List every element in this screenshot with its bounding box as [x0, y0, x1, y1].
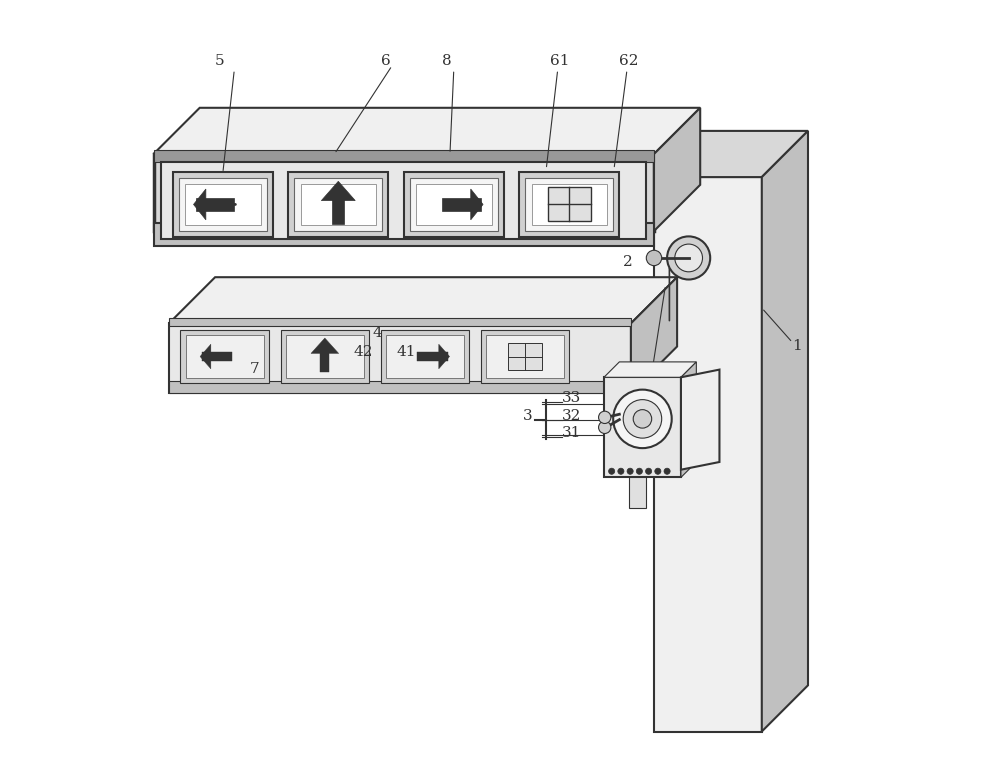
Bar [288, 172, 388, 237]
Circle shape [655, 468, 661, 474]
Bar [519, 172, 619, 237]
Text: 5: 5 [215, 55, 225, 69]
Bar [381, 330, 469, 383]
Text: 62: 62 [619, 55, 639, 69]
Bar [169, 318, 631, 326]
Circle shape [667, 236, 710, 280]
Circle shape [618, 468, 624, 474]
Text: 6: 6 [381, 55, 390, 69]
Polygon shape [631, 277, 677, 393]
Bar [179, 178, 267, 231]
Circle shape [636, 468, 642, 474]
Polygon shape [169, 323, 631, 393]
Bar [486, 335, 564, 378]
Polygon shape [194, 189, 206, 220]
Bar [442, 199, 481, 211]
Circle shape [646, 250, 662, 266]
Polygon shape [311, 338, 339, 353]
Bar [525, 178, 613, 231]
Bar [185, 184, 261, 225]
Bar [196, 199, 234, 211]
Text: 33: 33 [562, 391, 581, 405]
Circle shape [646, 468, 652, 474]
Circle shape [599, 421, 611, 434]
Bar [320, 347, 329, 372]
Text: 7: 7 [250, 363, 259, 377]
Bar [654, 177, 762, 732]
Bar [180, 330, 269, 383]
Bar [161, 162, 646, 239]
Circle shape [633, 410, 652, 428]
Bar [481, 330, 569, 383]
Bar [173, 172, 273, 237]
Text: 3: 3 [523, 409, 533, 423]
Polygon shape [762, 131, 808, 731]
Bar [532, 184, 607, 225]
Bar [281, 330, 369, 383]
Circle shape [627, 468, 633, 474]
Bar [417, 352, 448, 361]
Text: 61: 61 [550, 55, 570, 69]
Bar [604, 377, 681, 477]
Text: 42: 42 [354, 345, 373, 359]
Polygon shape [200, 344, 211, 369]
Polygon shape [439, 344, 450, 369]
Bar [202, 352, 232, 361]
Polygon shape [681, 362, 696, 477]
Text: 31: 31 [562, 427, 581, 440]
Bar [416, 184, 492, 225]
Text: 32: 32 [562, 409, 581, 423]
Bar [629, 331, 646, 508]
Polygon shape [654, 131, 808, 177]
Bar [154, 154, 654, 231]
Bar [619, 327, 662, 335]
Circle shape [664, 468, 670, 474]
Circle shape [613, 390, 672, 448]
Bar [169, 381, 631, 393]
Bar [154, 223, 654, 246]
Circle shape [675, 244, 703, 272]
Text: 1: 1 [793, 340, 802, 353]
Polygon shape [471, 189, 483, 220]
Bar [301, 184, 376, 225]
Polygon shape [654, 108, 700, 231]
Circle shape [623, 400, 662, 438]
Circle shape [609, 468, 615, 474]
Bar [410, 178, 498, 231]
Polygon shape [169, 277, 677, 323]
Polygon shape [154, 108, 700, 154]
Text: 8: 8 [442, 55, 452, 69]
Polygon shape [321, 182, 355, 201]
Bar [294, 178, 382, 231]
Bar [508, 343, 542, 370]
Text: 41: 41 [396, 345, 416, 359]
Polygon shape [681, 370, 719, 470]
Bar [286, 335, 364, 378]
Bar [332, 193, 344, 224]
Text: 4: 4 [373, 326, 383, 340]
Bar [404, 172, 504, 237]
Bar [548, 188, 591, 222]
Text: 2: 2 [623, 255, 633, 269]
Bar [154, 150, 654, 162]
Bar [186, 335, 264, 378]
Polygon shape [604, 362, 696, 377]
Bar [386, 335, 464, 378]
Circle shape [599, 411, 611, 424]
